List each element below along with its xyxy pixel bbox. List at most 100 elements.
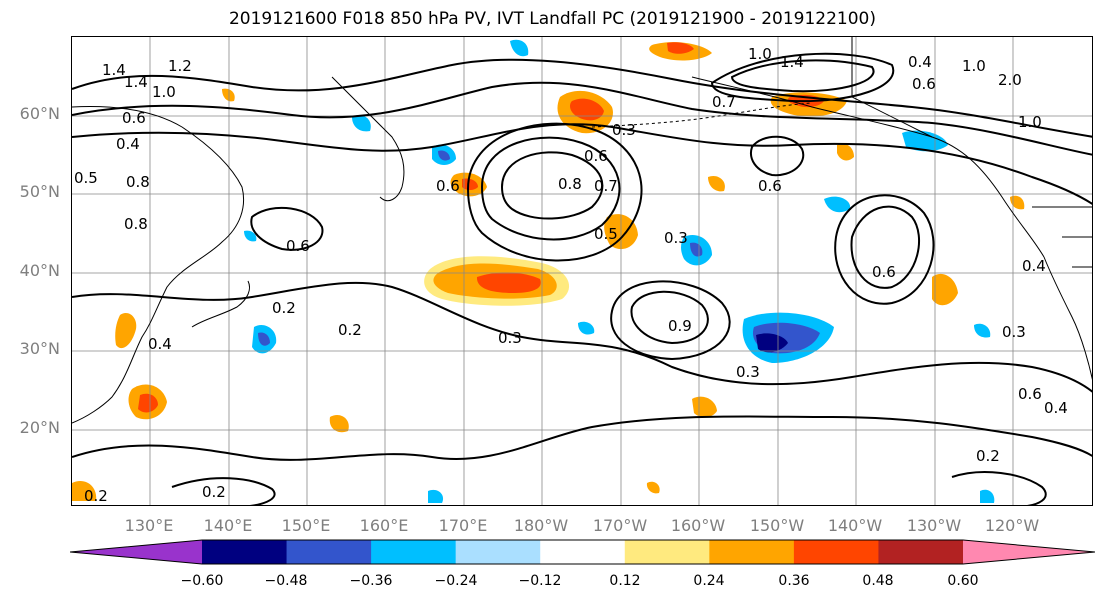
contour-label: 0.8 (558, 175, 582, 193)
shade-pos-top-core (667, 42, 694, 54)
shade-pos-small-6 (1010, 195, 1025, 210)
lon-label-140w: 140°W (827, 516, 883, 535)
contour-label: 0.6 (872, 263, 896, 281)
colorbar-segment (540, 540, 626, 564)
contour-south-1 (171, 477, 276, 505)
contour-label: 0.7 (594, 177, 618, 195)
contour-label: 0.5 (74, 169, 98, 187)
lon-label-150w: 150°W (749, 516, 805, 535)
contour-low-center-3 (466, 122, 643, 262)
coast-japan (191, 280, 251, 328)
contour-label: 0.8 (124, 215, 148, 233)
coast-asia (72, 106, 245, 424)
contour-high-east (730, 59, 875, 93)
contour-subtrop-1 (72, 281, 1092, 393)
shade-neg-alaska (902, 130, 948, 152)
contour-label: 0.4 (116, 135, 140, 153)
colorbar-extend-high (963, 540, 1095, 564)
shade-pos-central-core (476, 272, 541, 293)
colorbar-segment (878, 540, 964, 564)
lon-label-130e: 130°E (124, 516, 174, 535)
contour-label: 0.2 (272, 299, 296, 317)
shade-pos-kamchatka-core (462, 178, 478, 190)
contour-north-3 (72, 123, 1092, 205)
contour-south-2 (951, 471, 1047, 505)
contour-north-2 (72, 81, 1092, 156)
lon-label-170e: 170°E (438, 516, 488, 535)
colorbar-segments (70, 540, 1095, 564)
contour-label: 0.6 (122, 109, 146, 127)
lat-label-40n: 40°N (19, 261, 60, 280)
contour-label: 0.3 (1002, 323, 1026, 341)
contour-label: 0.9 (668, 317, 692, 335)
contour-label: 1.2 (168, 57, 192, 75)
colorbar-segment (793, 540, 879, 564)
shade-neg-japan-core (258, 332, 270, 346)
contour-label: 0.4 (148, 335, 172, 353)
contour-label: 1.4 (780, 53, 804, 71)
contour-label: 0.6 (912, 75, 936, 93)
shade-pos-hawaii (692, 396, 717, 418)
shade-pos-gulf (837, 143, 854, 161)
map-svg: 1.4 1.4 1.2 1.0 0.4 0.5 0.8 0.8 0.6 0.2 … (72, 37, 1092, 505)
contour-label: 0.7 (712, 93, 736, 111)
contour-labels: 1.4 1.4 1.2 1.0 0.4 0.5 0.8 0.8 0.6 0.2 … (74, 45, 1068, 505)
shade-neg-small-6 (244, 230, 257, 242)
colorbar-tick: 0.60 (947, 573, 979, 589)
contour-label: 0.3 (736, 363, 760, 381)
shade-pos-north-core (570, 98, 604, 121)
shade-neg-small-5 (980, 489, 995, 503)
contour-label: 0.4 (1044, 399, 1068, 417)
shade-neg-small-3 (428, 489, 444, 503)
colorbar-segment (371, 540, 457, 564)
contour-label: 1.0 (748, 45, 772, 63)
contour-low-center (500, 151, 604, 220)
negative-shading (244, 39, 995, 503)
shade-pos-small-1 (708, 175, 725, 192)
contour-label: 0.2 (202, 483, 226, 501)
colorbar-tick: 0.12 (609, 573, 641, 589)
colorbar-tick: 0.24 (693, 573, 725, 589)
shade-neg-small-2 (578, 321, 595, 335)
contour-label: 0.6 (286, 237, 310, 255)
colorbar-tick: 0.36 (778, 573, 810, 589)
contour-label: 0.6 (758, 177, 782, 195)
contour-label: 1.4 (102, 61, 126, 79)
lat-label-60n: 60°N (19, 104, 60, 123)
colorbar-tick: −0.60 (180, 573, 224, 589)
lon-label-120w: 120°W (984, 516, 1040, 535)
contour-ne-loop-2 (834, 194, 935, 305)
shade-neg-top (510, 39, 529, 57)
contour-mid-loop (630, 290, 709, 345)
shade-neg-small-4 (974, 323, 991, 338)
contour-label: 0.3 (612, 121, 636, 139)
lon-label-180w: 180°W (513, 516, 569, 535)
contour-label: 0.6 (584, 147, 608, 165)
colorbar-tick: −0.48 (264, 573, 308, 589)
colorbar-tick: −0.12 (518, 573, 562, 589)
contour-label: 1.0 (152, 83, 176, 101)
shade-pos-small-4 (222, 88, 235, 102)
colorbar-tick: −0.36 (349, 573, 393, 589)
colorbar-segment (286, 540, 372, 564)
coast-aleutians (591, 102, 813, 128)
contour-label: 0.8 (126, 173, 150, 191)
contour-label: 0.2 (976, 447, 1000, 465)
contour-label: 0.3 (664, 229, 688, 247)
shade-pos-small-3 (72, 481, 97, 501)
map-panel: 1.4 1.4 1.2 1.0 0.4 0.5 0.8 0.8 0.6 0.2 … (71, 36, 1093, 506)
contour-label: 0.6 (1018, 385, 1042, 403)
lon-label-170w: 170°W (592, 516, 648, 535)
colorbar-segment (624, 540, 710, 564)
shade-pos-japan (115, 312, 137, 349)
contour-north-1 (72, 58, 1092, 138)
colorbar-segment (455, 540, 541, 564)
lat-label-20n: 20°N (19, 418, 60, 437)
colorbar (70, 539, 1095, 565)
colorbar-outline (70, 539, 1095, 565)
colorbar-segment (202, 540, 288, 564)
contours (72, 52, 1092, 505)
lon-label-160e: 160°E (359, 516, 409, 535)
map-title: 2019121600 F018 850 hPa PV, IVT Landfall… (228, 9, 876, 29)
contour-label: 2.0 (998, 71, 1022, 89)
